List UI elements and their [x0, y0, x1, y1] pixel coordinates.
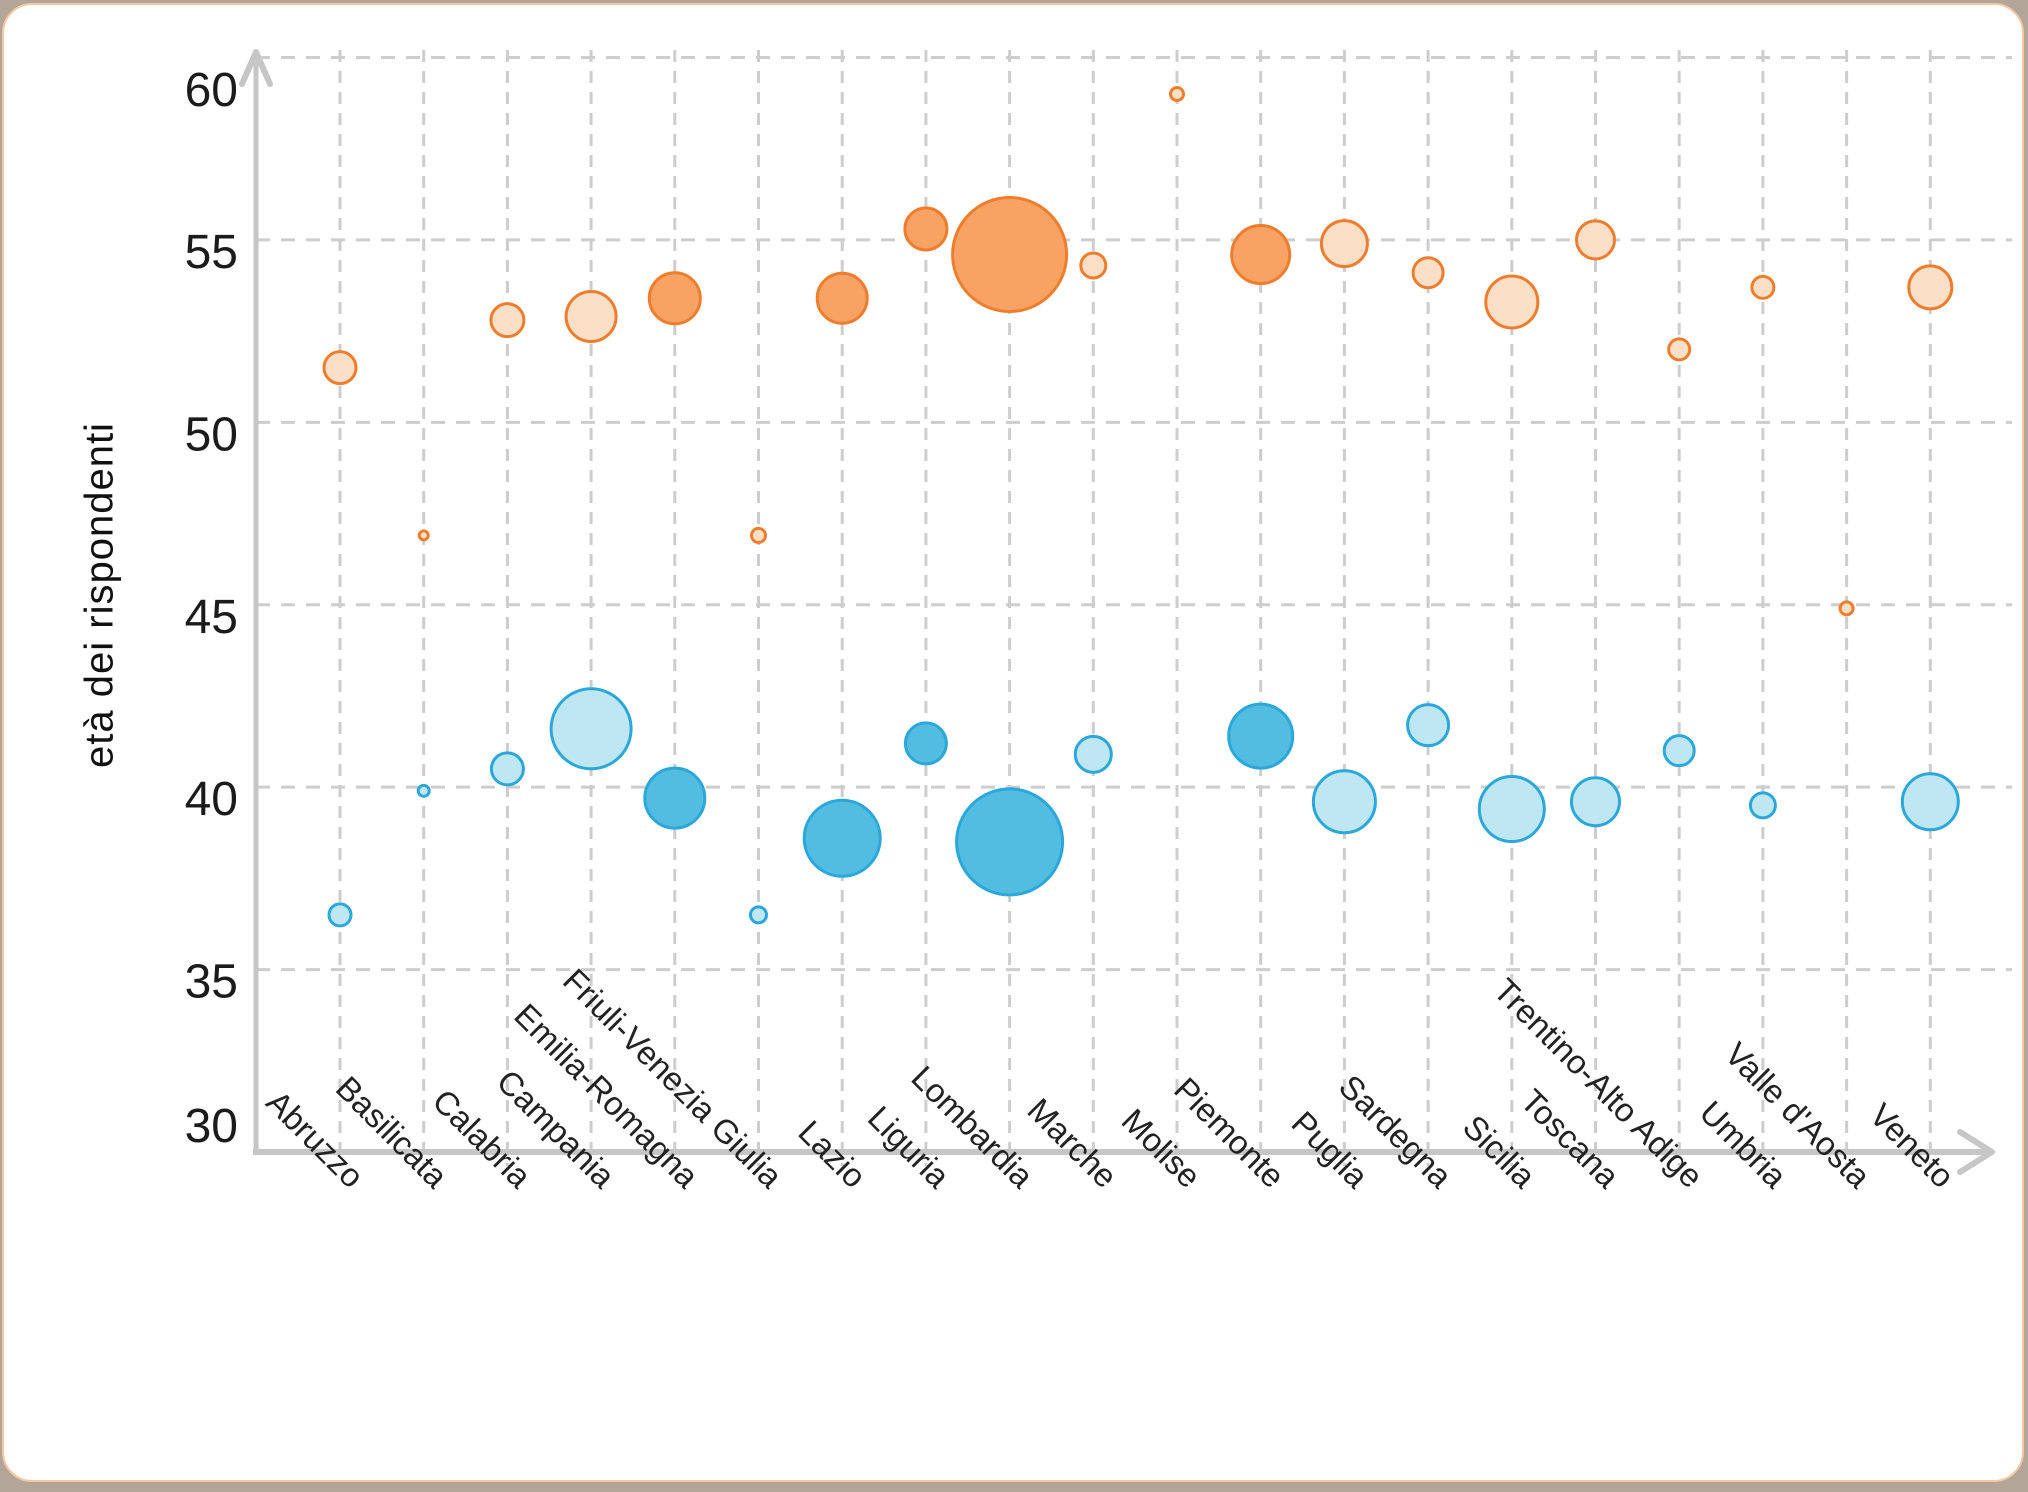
- bubble-orange-older-group-Puglia[interactable]: [1319, 219, 1369, 269]
- bubble-blue-younger-group-Basilicata[interactable]: [416, 783, 431, 798]
- bubble-orange-older-group-Sicilia[interactable]: [1484, 274, 1540, 330]
- x-label-Veneto: Veneto: [1863, 1096, 1962, 1195]
- bubble-orange-older-group-Abruzzo[interactable]: [322, 350, 358, 386]
- bubble-orange-older-group-Calabria[interactable]: [489, 302, 526, 339]
- x-label-Marche: Marche: [1021, 1091, 1125, 1195]
- bubble-blue-younger-group-Lazio[interactable]: [802, 798, 882, 878]
- y-tick-label-30: 30: [185, 1100, 238, 1153]
- y-axis-title: età dei rispondenti: [77, 422, 122, 768]
- bubble-blue-younger-group-Sardegna[interactable]: [1406, 703, 1451, 748]
- bubble-blue-younger-group-Marche[interactable]: [1073, 734, 1113, 774]
- bubble-orange-older-group-Valle d'Aosta[interactable]: [1838, 600, 1855, 617]
- y-tick-label-35: 35: [185, 956, 238, 1009]
- bubble-blue-younger-group-Emilia-Romagna[interactable]: [643, 766, 707, 830]
- bubble-orange-older-group-Sardegna[interactable]: [1411, 256, 1445, 290]
- bubble-orange-older-group-Lombardia[interactable]: [951, 196, 1069, 314]
- x-axis-arrow-icon: [1957, 1129, 1995, 1175]
- bubble-orange-older-group-Umbria[interactable]: [1750, 274, 1776, 300]
- bubble-orange-older-group-Lazio[interactable]: [815, 271, 869, 325]
- bubble-orange-older-group-Emilia-Romagna[interactable]: [647, 271, 702, 326]
- bubble-blue-younger-group-Friuli-Venezia Giulia[interactable]: [749, 905, 768, 925]
- bubble-blue-younger-group-Campania[interactable]: [549, 687, 633, 771]
- bubble-orange-older-group-Piemonte[interactable]: [1230, 224, 1292, 286]
- bubble-blue-younger-group-Sicilia[interactable]: [1477, 775, 1546, 844]
- y-tick-label-60: 60: [185, 64, 238, 117]
- bubble-orange-older-group-Friuli-Venezia Giulia[interactable]: [750, 526, 767, 544]
- y-tick-label-55: 55: [185, 226, 238, 279]
- bubble-orange-older-group-Liguria[interactable]: [903, 206, 949, 252]
- bubble-orange-older-group-Marche[interactable]: [1079, 251, 1108, 280]
- bubble-blue-younger-group-Lombardia[interactable]: [955, 787, 1065, 897]
- bubble-blue-younger-group-Calabria[interactable]: [489, 751, 525, 787]
- bubble-blue-younger-group-Piemonte[interactable]: [1227, 702, 1295, 770]
- bubble-blue-younger-group-Abruzzo[interactable]: [327, 902, 353, 928]
- y-tick-label-50: 50: [185, 408, 238, 461]
- x-label-Valle d'Aosta: Valle d'Aosta: [1718, 1035, 1878, 1195]
- bubble-orange-older-group-Molise[interactable]: [1169, 85, 1185, 102]
- bubble-blue-younger-group-Umbria[interactable]: [1748, 791, 1777, 820]
- bubble-orange-older-group-Veneto[interactable]: [1907, 264, 1954, 311]
- bubble-orange-older-group-Toscana[interactable]: [1575, 219, 1616, 261]
- bubble-orange-older-group-Basilicata[interactable]: [417, 529, 430, 542]
- bubble-orange-older-group-Campania[interactable]: [564, 290, 618, 344]
- bubble-blue-younger-group-Liguria[interactable]: [903, 721, 948, 766]
- y-axis-arrow-icon: [239, 49, 273, 87]
- bubble-blue-younger-group-Trentino-Alto Adige[interactable]: [1662, 734, 1696, 768]
- y-tick-label-45: 45: [185, 591, 238, 644]
- bubble-blue-younger-group-Veneto[interactable]: [1900, 772, 1960, 832]
- y-tick-label-40: 40: [185, 773, 238, 826]
- bubble-blue-younger-group-Toscana[interactable]: [1570, 776, 1621, 828]
- bubble-orange-older-group-Trentino-Alto Adige[interactable]: [1667, 337, 1692, 362]
- bubble-blue-younger-group-Puglia[interactable]: [1311, 769, 1377, 835]
